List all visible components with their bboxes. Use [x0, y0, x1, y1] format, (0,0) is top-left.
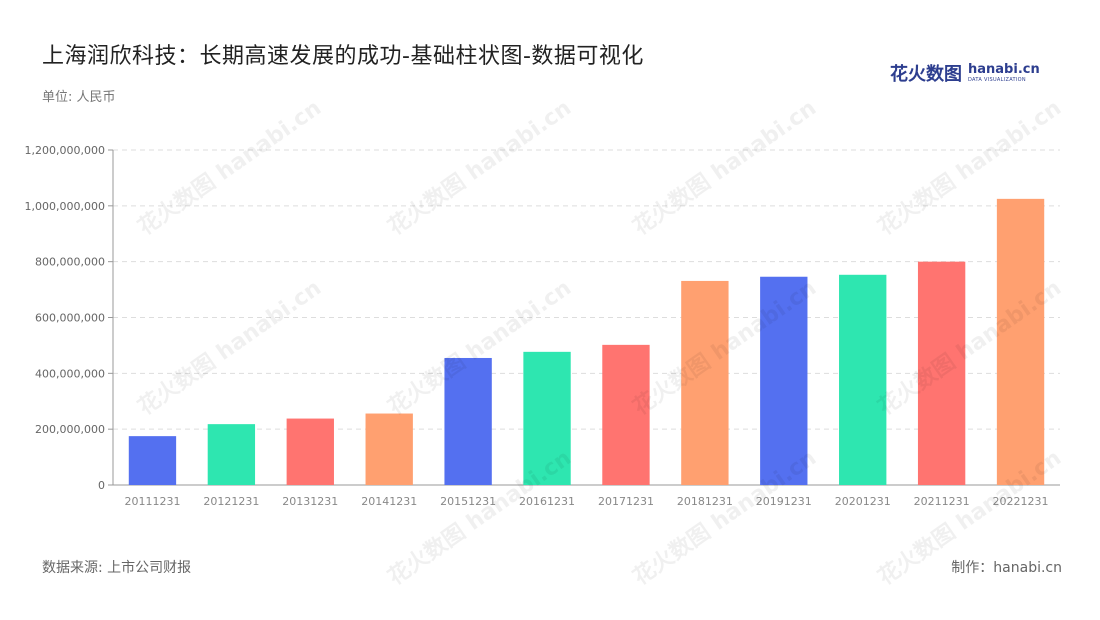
- bar: [365, 413, 413, 485]
- x-tick-label: 20141231: [361, 495, 417, 508]
- chart-title: 上海润欣科技：长期高速发展的成功-基础柱状图-数据可视化: [42, 44, 644, 69]
- y-tick-label: 1,000,000,000: [25, 200, 105, 213]
- x-tick-label: 20151231: [440, 495, 496, 508]
- x-tick-label: 20181231: [677, 495, 733, 508]
- bar: [602, 344, 650, 485]
- y-tick-label: 400,000,000: [35, 367, 105, 380]
- x-tick-label: 20161231: [519, 495, 575, 508]
- x-tick-label: 20201231: [835, 495, 891, 508]
- logo-cn-text: 花火数图: [890, 64, 962, 85]
- x-tick-label: 20171231: [598, 495, 654, 508]
- y-tick-label: 1,200,000,000: [25, 144, 105, 157]
- x-tick-label: 20211231: [914, 495, 970, 508]
- logo-en-text: hanabi.cn: [968, 62, 1040, 77]
- bar: [760, 276, 808, 485]
- x-tick-label: 20191231: [756, 495, 812, 508]
- y-tick-label: 0: [98, 479, 105, 492]
- y-tick-label: 200,000,000: [35, 423, 105, 436]
- x-tick-label: 20221231: [993, 495, 1049, 508]
- y-tick-label: 600,000,000: [35, 312, 105, 325]
- bar: [996, 198, 1045, 485]
- unit-label: 单位: 人民币: [42, 90, 116, 105]
- logo-sub-text: DATA VISUALIZATION: [968, 77, 1026, 83]
- bar: [523, 351, 571, 485]
- bar: [839, 274, 887, 485]
- hanabi-logo: 花火数图 hanabi.cn DATA VISUALIZATION: [890, 60, 1040, 86]
- bar: [207, 424, 256, 485]
- bar: [917, 261, 966, 485]
- data-source-label: 数据来源: 上市公司财报: [42, 560, 192, 576]
- y-tick-label: 800,000,000: [35, 256, 105, 269]
- x-tick-label: 20121231: [203, 495, 259, 508]
- bar: [286, 418, 334, 485]
- bar: [681, 280, 729, 485]
- logo-en-block: hanabi.cn DATA VISUALIZATION: [968, 63, 1040, 83]
- maker-label: 制作：hanabi.cn: [951, 560, 1062, 576]
- x-tick-label: 20131231: [282, 495, 338, 508]
- x-tick-label: 20111231: [124, 495, 180, 508]
- bar: [444, 357, 492, 485]
- bar: [128, 436, 177, 485]
